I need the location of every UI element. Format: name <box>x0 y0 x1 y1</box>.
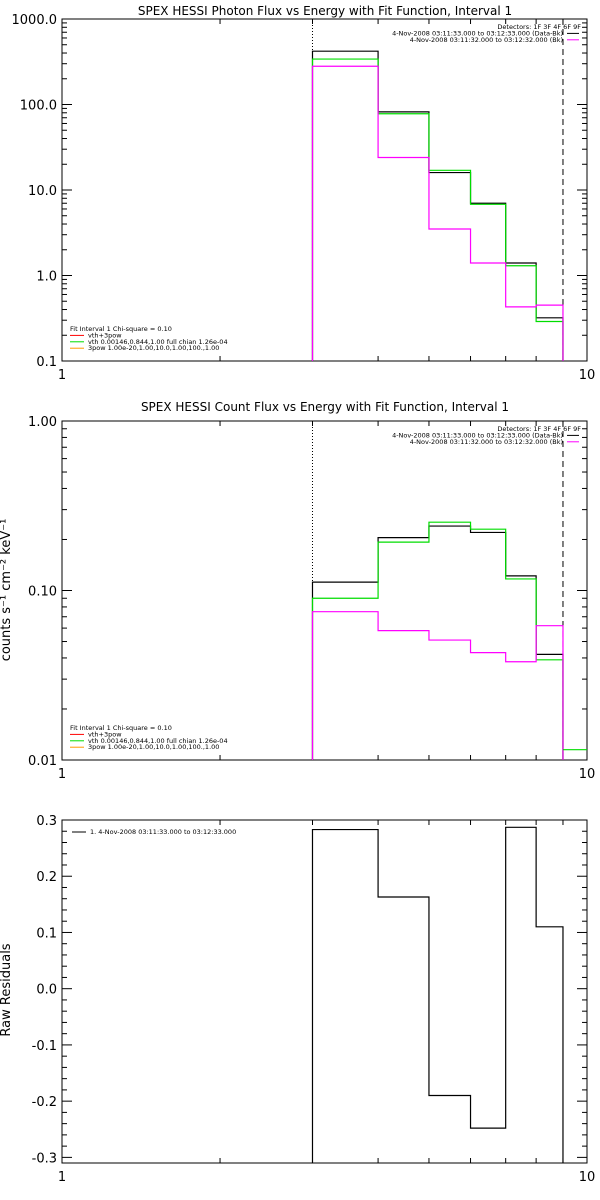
photon-flux-chart: SPEX HESSI Photon Flux vs Energy with Fi… <box>12 4 596 383</box>
data-series-histogram <box>311 826 564 1163</box>
legend-text: vth+3pow <box>88 331 122 339</box>
legend-text: 4-Nov-2008 03:11:33.000 to 03:12:33.000 … <box>392 29 563 37</box>
y-tick-label: 0.2 <box>36 870 57 885</box>
x-tick-label: 10 <box>579 767 596 782</box>
y-tick-label: -0.2 <box>32 1095 57 1110</box>
y-tick-label: 0.3 <box>36 814 57 829</box>
plot-frame <box>61 18 588 362</box>
x-tick-label: 1 <box>58 368 66 383</box>
x-tick-label: 10 <box>579 1170 596 1185</box>
y-tick-label: 0.10 <box>28 585 57 600</box>
data-series-histogram <box>311 65 564 361</box>
data-series-histogram <box>311 525 564 760</box>
legend-text: Fit Interval 1 Chi-square = 0.10 <box>70 325 172 333</box>
legend-text: 4-Nov-2008 03:11:32.000 to 03:12:32.000 … <box>410 36 563 44</box>
x-tick-label: 10 <box>579 368 596 383</box>
data-series-histogram <box>311 58 564 361</box>
y-tick-label: 0.1 <box>36 355 57 370</box>
data-series-histogram <box>311 611 564 760</box>
legend-text: Detectors: 1F 3F 4F 6F 9F <box>497 425 581 433</box>
count-flux-chart: SPEX HESSI Count Flux vs Energy with Fit… <box>0 400 595 782</box>
plot-frame <box>61 819 588 1164</box>
y-tick-label: 1000.0 <box>12 13 58 28</box>
legend-text: 3pow 1.00e-20,1.00,10.0,1.00,100.,1.00 <box>88 344 219 352</box>
legend-text: vth 0.00146,0.844,1.00 full chian 1.26e-… <box>88 338 228 346</box>
x-tick-label: 1 <box>58 767 66 782</box>
legend-text: vth 0.00146,0.844,1.00 full chian 1.26e-… <box>88 737 228 745</box>
y-tick-label: 100.0 <box>20 99 57 114</box>
chart-title: SPEX HESSI Photon Flux vs Energy with Fi… <box>138 4 512 18</box>
y-tick-label: 10.0 <box>28 184 57 199</box>
y-tick-label: -0.3 <box>32 1151 57 1166</box>
y-tick-label: -0.1 <box>32 1039 57 1054</box>
residuals-chart: Raw Residuals 1 10 -0.3 -0.2 -0.1 0.0 0.1 0.2 0.… <box>0 814 595 1185</box>
legend-text: Detectors: 1F 3F 4F 6F 9F <box>497 23 581 31</box>
y-tick-label: 0.1 <box>36 926 57 941</box>
data-series-histogram <box>311 521 564 760</box>
legend-text: 4-Nov-2008 03:11:33.000 to 03:12:33.000 … <box>392 431 563 439</box>
y-tick-label: 1.0 <box>36 270 57 285</box>
y-axis-label: Raw Residuals <box>0 943 14 1036</box>
y-tick-label: 0.01 <box>28 754 57 769</box>
legend-text: vth+3pow <box>88 730 122 738</box>
data-series-histogram <box>311 50 564 361</box>
chart-title: SPEX HESSI Count Flux vs Energy with Fit… <box>141 400 509 414</box>
y-tick-label: 1.00 <box>28 415 57 430</box>
plot-frame <box>61 420 588 761</box>
x-tick-label: 1 <box>58 1170 66 1185</box>
y-tick-label: 0.0 <box>36 983 57 998</box>
legend-text: 3pow 1.00e-20,1.00,10.0,1.00,100.,1.00 <box>88 743 219 751</box>
legend-text: Fit Interval 1 Chi-square = 0.10 <box>70 724 172 732</box>
y-axis-label: counts s⁻¹ cm⁻² keV⁻¹ <box>0 519 14 662</box>
legend-text: 4-Nov-2008 03:11:32.000 to 03:12:32.000 … <box>410 438 563 446</box>
legend-text: 1. 4-Nov-2008 03:11:33.000 to 03:12:33.0… <box>90 828 236 836</box>
